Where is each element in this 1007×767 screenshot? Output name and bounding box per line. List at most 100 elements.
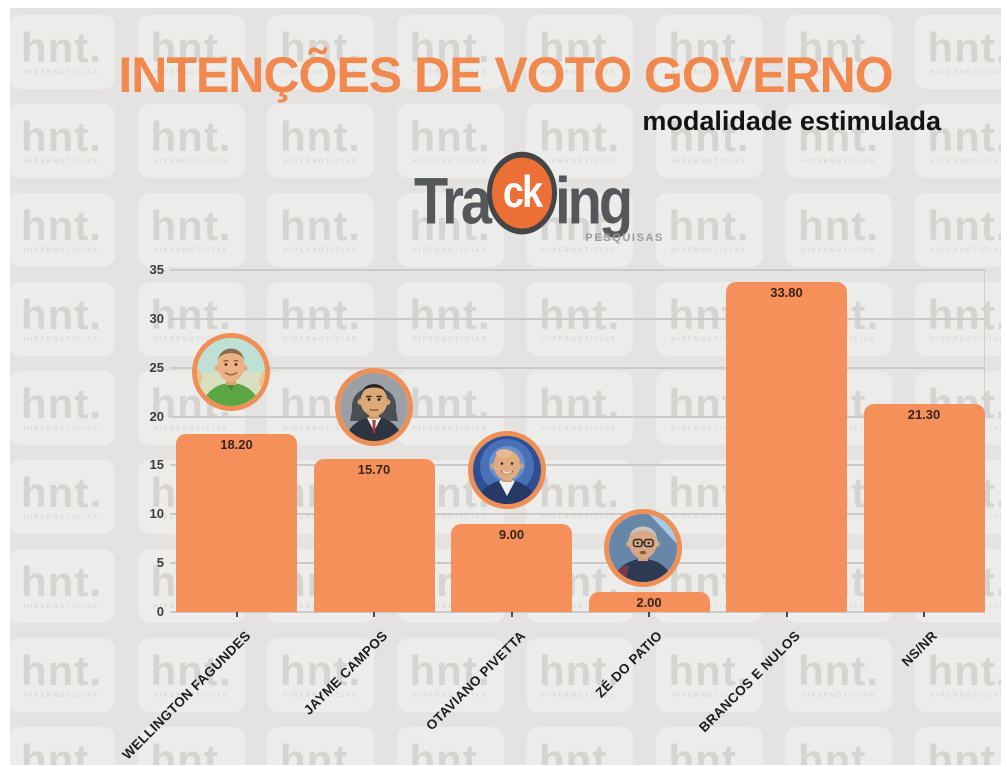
hnt-watermark-tile: hnt.HIPERNOTICIAS bbox=[396, 193, 504, 267]
hnt-watermark-tile: hnt.HIPERNOTICIAS bbox=[655, 15, 763, 89]
y-axis-tick-label: 20 bbox=[149, 408, 164, 424]
hnt-watermark-tile: hnt.HIPERNOTICIAS bbox=[785, 193, 892, 267]
hnt-logo-caption: HIPERNOTICIAS bbox=[282, 426, 359, 432]
x-axis-category-label: ZÉ DO PATIO bbox=[593, 628, 666, 701]
hnt-logo-text: hnt. bbox=[280, 291, 361, 338]
hnt-watermark-tile: hnt.HIPERNOTICIAS bbox=[267, 193, 374, 267]
hnt-watermark-tile: hnt.HIPERNOTICIAS bbox=[10, 193, 115, 267]
hnt-logo-caption: HIPERNOTICIAS bbox=[800, 248, 877, 254]
hnt-watermark-tile: hnt.HIPERNOTICIAS bbox=[396, 371, 504, 445]
hnt-logo-caption: HIPERNOTICIAS bbox=[282, 693, 359, 699]
hnt-logo-text: hnt. bbox=[21, 558, 102, 605]
x-axis-tick bbox=[923, 612, 925, 617]
hnt-logo-text: hnt. bbox=[21, 647, 102, 694]
hnt-watermark-tile: hnt.HIPERNOTICIAS bbox=[10, 282, 115, 356]
hnt-logo-text: hnt. bbox=[798, 736, 879, 766]
hnt-logo-caption: HIPERNOTICIAS bbox=[930, 159, 1001, 165]
hnt-logo-caption: HIPERNOTICIAS bbox=[282, 337, 359, 343]
bar bbox=[313, 458, 435, 612]
y-axis-tick-label: 25 bbox=[149, 359, 164, 375]
hnt-logo-text: hnt. bbox=[21, 469, 102, 516]
hnt-logo-text: hnt. bbox=[21, 24, 102, 71]
hnt-logo-text: hnt. bbox=[409, 113, 491, 160]
hnt-logo-text: hnt. bbox=[798, 647, 879, 694]
otaviano-pivetta-photo bbox=[473, 436, 541, 504]
y-axis-tick-label: 5 bbox=[156, 555, 164, 571]
hnt-logo-text: hnt. bbox=[668, 647, 750, 694]
hnt-watermark-tile: hnt.HIPERNOTICIAS bbox=[267, 727, 374, 765]
ze-do-patio-photo bbox=[609, 514, 677, 582]
hnt-logo-caption: HIPERNOTICIAS bbox=[412, 426, 488, 432]
hnt-logo-text: hnt. bbox=[150, 113, 232, 160]
x-axis-category-label: WELLINGTON FAGUNDES bbox=[118, 628, 254, 763]
hnt-watermark-tile: hnt.HIPERNOTICIAS bbox=[785, 104, 892, 178]
hnt-logo-text: hnt. bbox=[539, 736, 620, 766]
hnt-logo-text: hnt. bbox=[21, 113, 102, 160]
avatar-jayme-campos bbox=[335, 368, 413, 446]
hnt-watermark-tile: hnt.HIPERNOTICIAS bbox=[526, 15, 633, 89]
hnt-watermark-tile: hnt.HIPERNOTICIAS bbox=[396, 282, 504, 356]
hnt-logo-caption: HIPERNOTICIAS bbox=[412, 337, 488, 343]
hnt-logo-text: hnt. bbox=[668, 113, 750, 160]
hnt-logo-caption: HIPERNOTICIAS bbox=[282, 248, 359, 254]
hnt-logo-caption: HIPERNOTICIAS bbox=[153, 337, 229, 343]
hnt-logo-caption: HIPERNOTICIAS bbox=[412, 604, 488, 610]
hnt-logo-caption: HIPERNOTICIAS bbox=[412, 70, 488, 76]
hnt-logo-caption: HIPERNOTICIAS bbox=[671, 426, 747, 432]
logo-text-pre: Tra bbox=[414, 163, 492, 238]
hnt-logo-text: hnt. bbox=[539, 291, 620, 338]
y-axis-tick-label: 35 bbox=[149, 262, 164, 277]
hnt-watermark-tile: hnt.HIPERNOTICIAS bbox=[10, 460, 115, 534]
hnt-logo-text: hnt. bbox=[539, 647, 620, 694]
hnt-logo-text: hnt. bbox=[150, 736, 232, 766]
hnt-watermark-tile: hnt.HIPERNOTICIAS bbox=[655, 727, 763, 765]
hnt-logo-caption: HIPERNOTICIAS bbox=[930, 693, 1001, 699]
hnt-logo-text: hnt. bbox=[798, 113, 879, 160]
hnt-logo-text: hnt. bbox=[539, 24, 620, 71]
y-gridline bbox=[170, 513, 985, 516]
chart-canvas: hnt. HIPERNOTICIAS hnt. HIPERNOTICIAS hnt. HI… bbox=[10, 8, 1001, 765]
hnt-watermark-tile: hnt.HIPERNOTICIAS bbox=[10, 727, 115, 765]
hnt-logo-caption: HIPERNOTICIAS bbox=[23, 693, 100, 699]
x-axis-category-label: BRANCOS E NULOS bbox=[695, 628, 804, 736]
bar-value-label: 18.20 bbox=[220, 437, 253, 453]
hnt-watermark-tile: hnt.HIPERNOTICIAS bbox=[526, 638, 633, 712]
hnt-watermark-tile: hnt.HIPERNOTICIAS bbox=[396, 727, 504, 766]
plot-right-spine bbox=[984, 270, 985, 612]
hnt-logo-text: hnt. bbox=[21, 202, 102, 249]
y-gridline bbox=[170, 317, 985, 320]
hnt-logo-text: hnt. bbox=[150, 291, 232, 338]
hnt-logo-caption: HIPERNOTICIAS bbox=[541, 693, 618, 699]
y-axis-tick-label: 0 bbox=[156, 604, 164, 619]
hnt-logo-caption: HIPERNOTICIAS bbox=[930, 337, 1001, 343]
hnt-logo-caption: HIPERNOTICIAS bbox=[282, 70, 359, 76]
bar-value-label: 2.00 bbox=[636, 595, 662, 611]
page-subtitle: modalidade estimulada bbox=[642, 106, 941, 136]
y-gridline bbox=[170, 611, 985, 613]
jayme-campos-photo bbox=[340, 373, 408, 441]
hnt-logo-text: hnt. bbox=[409, 291, 491, 338]
hnt-logo-caption: HIPERNOTICIAS bbox=[23, 159, 100, 165]
hnt-logo-text: hnt. bbox=[21, 736, 102, 766]
bar-value-label: 15.70 bbox=[357, 461, 391, 477]
hnt-logo-caption: HIPERNOTICIAS bbox=[930, 70, 1001, 76]
hnt-logo-caption: HIPERNOTICIAS bbox=[153, 693, 229, 699]
hnt-logo-caption: HIPERNOTICIAS bbox=[671, 337, 747, 343]
hnt-logo-text: hnt. bbox=[927, 291, 1001, 338]
hnt-logo-text: hnt. bbox=[280, 647, 361, 694]
hnt-logo-text: hnt. bbox=[668, 24, 750, 71]
y-axis-tick-label: 15 bbox=[149, 457, 164, 473]
hnt-logo-text: hnt. bbox=[409, 736, 491, 766]
hnt-watermark-tile: hnt.HIPERNOTICIAS bbox=[785, 727, 892, 765]
hnt-watermark-tile: hnt.HIPERNOTICIAS bbox=[396, 638, 504, 712]
hnt-watermark-tile: hnt.HIPERNOTICIAS bbox=[267, 638, 374, 712]
x-axis-category-label: JAYME CAMPOS bbox=[300, 628, 391, 718]
hnt-watermark-tile: hnt.HIPERNOTICIAS bbox=[526, 727, 633, 765]
hnt-logo-caption: HIPERNOTICIAS bbox=[671, 70, 747, 76]
hnt-logo-caption: HIPERNOTICIAS bbox=[541, 515, 618, 521]
hnt-watermark-tile: hnt.HIPERNOTICIAS bbox=[655, 193, 763, 267]
hnt-logo-caption: HIPERNOTICIAS bbox=[800, 693, 877, 699]
hnt-logo-caption: HIPERNOTICIAS bbox=[541, 426, 618, 432]
hnt-watermark-tile: hnt.HIPERNOTICIAS bbox=[10, 638, 115, 712]
chart: 0 5 10 15 20 25 30 35 18.20 WELLINGTON FAGUNDES 15… bbox=[10, 8, 1001, 765]
